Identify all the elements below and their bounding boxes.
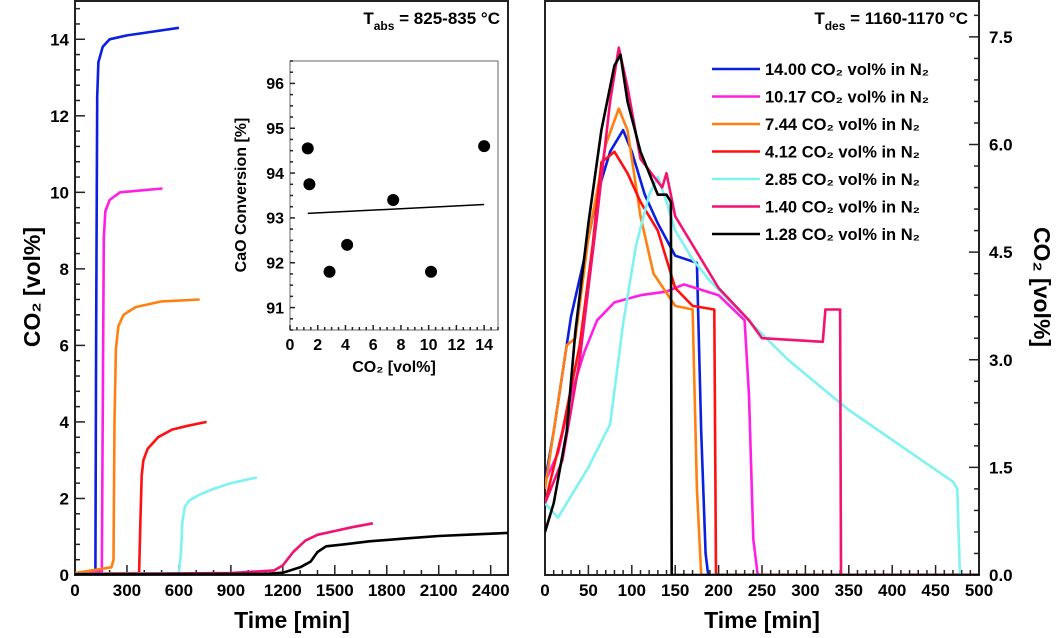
series-line-5 [75, 476, 258, 575]
legend-label: 4.12 CO₂ vol% in N₂ [765, 144, 920, 162]
y-tick-label: 96 [266, 76, 284, 93]
inset-x-axis-label: CO₂ [vol%] [352, 359, 436, 376]
y-tick-label: 4.5 [989, 243, 1013, 262]
series-line-2 [75, 187, 163, 575]
x-tick-label: 200 [704, 581, 732, 600]
x-tick-label: 6 [369, 337, 378, 354]
fit-line [307, 203, 485, 215]
series-line-7 [75, 531, 508, 575]
y-tick-label: 93 [266, 211, 284, 228]
data-point [301, 142, 314, 155]
y-tick-label: 91 [266, 300, 284, 317]
series-line-3 [545, 107, 979, 575]
left-panel-title: Tabs = 825-835 °C [363, 9, 500, 33]
left-x-axis-label: Time [min] [234, 607, 350, 633]
x-tick-label: 100 [618, 581, 646, 600]
legend-label: 7.44 CO₂ vol% in N₂ [765, 116, 920, 134]
legend-item: 7.44 CO₂ vol% in N₂ [712, 116, 920, 134]
cao-conversion-inset: 0 2 4 6 8 10 12 14 91 92 93 94 95 96 [266, 60, 499, 354]
x-tick-label: 900 [217, 581, 245, 600]
legend: 14.00 CO₂ vol% in N₂ 10.17 CO₂ vol% in N₂… [712, 61, 929, 244]
legend-item: 4.12 CO₂ vol% in N₂ [712, 144, 920, 162]
right-panel-title: Tdes = 1160-1170 °C [814, 9, 968, 33]
x-tick-label: 350 [835, 581, 863, 600]
data-point [478, 140, 491, 153]
x-tick-label: 500 [965, 581, 993, 600]
x-tick-label: 10 [420, 337, 438, 354]
legend-item: 10.17 CO₂ vol% in N₂ [712, 89, 929, 107]
x-tick-label: 250 [748, 581, 776, 600]
legend-label: 10.17 CO₂ vol% in N₂ [765, 89, 929, 107]
x-tick-label: 1200 [264, 581, 302, 600]
data-point [323, 265, 336, 278]
x-tick-label: 400 [878, 581, 906, 600]
y-tick-label: 7.5 [989, 28, 1013, 47]
x-tick-label: 1800 [368, 581, 406, 600]
legend-item: 1.28 CO₂ vol% in N₂ [712, 226, 920, 244]
y-tick-label: 95 [266, 121, 284, 138]
legend-label: 1.40 CO₂ vol% in N₂ [765, 199, 920, 217]
legend-label: 1.28 CO₂ vol% in N₂ [765, 226, 920, 244]
legend-label: 14.00 CO₂ vol% in N₂ [765, 61, 929, 79]
y-tick-label: 8 [60, 260, 69, 279]
x-tick-label: 1500 [316, 581, 354, 600]
data-point [303, 178, 316, 191]
y-tick-label: 12 [50, 107, 69, 126]
x-tick-label: 150 [661, 581, 689, 600]
x-tick-label: 8 [396, 337, 405, 354]
x-tick-label: 300 [113, 581, 141, 600]
right-y-axis-label: CO₂ [vol%] [1029, 227, 1055, 347]
series-line-1 [75, 26, 180, 575]
x-tick-label: 0 [540, 581, 549, 600]
y-tick-label: 6.0 [989, 136, 1013, 155]
y-tick-label: 94 [266, 166, 284, 183]
series-line-6 [75, 522, 374, 575]
series-line-7 [545, 53, 979, 575]
y-tick-label: 92 [266, 256, 284, 273]
x-tick-label: 12 [448, 337, 466, 354]
legend-item: 1.40 CO₂ vol% in N₂ [712, 199, 920, 217]
y-tick-label: 14 [50, 30, 69, 49]
right-x-axis-label: Time [min] [704, 607, 820, 633]
x-tick-label: 2100 [420, 581, 458, 600]
x-tick-label: 300 [791, 581, 819, 600]
x-tick-label: 450 [921, 581, 949, 600]
x-tick-label: 14 [475, 337, 493, 354]
x-tick-label: 600 [165, 581, 193, 600]
x-tick-label: 0 [286, 337, 295, 354]
plot-frame [544, 0, 980, 576]
y-tick-label: 6 [60, 337, 69, 356]
y-tick-label: 4 [60, 413, 70, 432]
x-tick-label: 2400 [472, 581, 510, 600]
y-tick-label: 2 [60, 490, 69, 509]
series-line-4 [545, 150, 979, 575]
y-tick-label: 3.0 [989, 351, 1013, 370]
data-point [387, 193, 400, 206]
legend-item: 2.85 CO₂ vol% in N₂ [712, 171, 920, 189]
data-point [341, 238, 354, 251]
series-line-3 [75, 298, 200, 575]
y-tick-label: 0.0 [989, 566, 1013, 585]
legend-label: 2.85 CO₂ vol% in N₂ [765, 171, 920, 189]
left-y-axis-label: CO₂ [vol%] [19, 227, 45, 347]
legend-item: 14.00 CO₂ vol% in N₂ [712, 61, 929, 79]
plot-area [545, 46, 979, 575]
plot-area [75, 26, 508, 575]
series-line-4 [75, 420, 207, 575]
data-point [425, 265, 438, 278]
series-line-6 [545, 46, 979, 575]
x-tick-label: 2 [313, 337, 322, 354]
y-tick-label: 1.5 [989, 458, 1013, 477]
x-tick-label: 4 [341, 337, 350, 354]
y-tick-label: 10 [50, 183, 69, 202]
inset-y-axis-label: CaO Conversion [%] [233, 118, 250, 273]
x-tick-label: 0 [70, 581, 79, 600]
x-tick-label: 50 [579, 581, 598, 600]
y-tick-label: 0 [60, 566, 69, 585]
